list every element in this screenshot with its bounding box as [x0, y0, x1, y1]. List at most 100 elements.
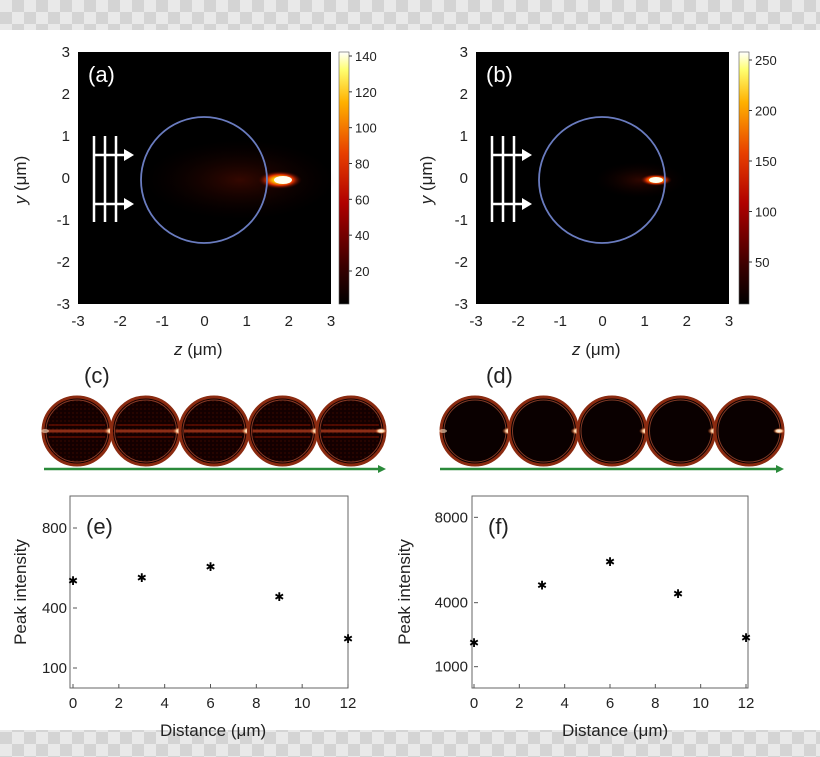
sphere-chain-d: [439, 395, 785, 467]
sphere: [315, 395, 387, 467]
panel-e: (e) 0 2 4 6 8 10 12 800 400 100 ✱ ✱ ✱ ✱ ✱ Distance (μm…: [11, 495, 356, 740]
sphere: [508, 395, 579, 467]
x-tick-b: 0: [598, 313, 606, 330]
panel-label-a: (a): [88, 62, 115, 87]
x-tick-a: 0: [200, 313, 208, 330]
y-tick-b: 0: [460, 170, 468, 187]
sphere: [178, 395, 250, 467]
colorbar-tick-label: 80: [355, 157, 369, 172]
sphere-chain-c: [41, 395, 387, 467]
x-tick-label: 12: [738, 695, 755, 712]
colorbar-a: [338, 51, 350, 305]
data-point: ✱: [205, 560, 215, 574]
colorbar-a-ticks: 140 120 100 80 60 40 20: [349, 49, 377, 279]
x-tick-a: -1: [156, 313, 169, 330]
y-tick-label: 1000: [435, 659, 468, 676]
exit-hotspot: [773, 428, 785, 434]
x-tick-label: 4: [160, 695, 168, 712]
x-tick-label: 12: [340, 695, 357, 712]
y-tick-a: 3: [62, 44, 70, 61]
x-tick-label: 6: [206, 695, 214, 712]
data-point: ✱: [137, 571, 147, 585]
x-tick-label: 6: [606, 695, 614, 712]
colorbar-tick-label: 140: [355, 49, 377, 64]
y-tick-label: 800: [42, 520, 67, 537]
data-point: ✱: [274, 590, 284, 604]
propagation-arrowhead-c: [378, 465, 386, 473]
data-point: ✱: [537, 579, 547, 593]
field-halo-a: [145, 140, 335, 220]
ylabel-e: Peak intensity: [11, 539, 30, 645]
y-tick-a: 2: [62, 86, 70, 103]
colorbar-tick-label: 100: [755, 205, 777, 220]
panel-a: 140 120 100 80 60 40 20 (a): [78, 49, 377, 305]
ylabel-b: y (μm): [417, 156, 436, 206]
xlabel-f: Distance (μm): [562, 721, 668, 740]
colorbar-b: [738, 51, 750, 305]
y-tick-label: 100: [42, 660, 67, 677]
sphere: [713, 395, 785, 467]
xlabel-a: z (μm): [173, 340, 223, 359]
x-tick-label: 10: [692, 695, 709, 712]
x-tick-b: 2: [683, 313, 691, 330]
x-tick-label: 0: [470, 695, 478, 712]
x-tick-b: -3: [469, 313, 482, 330]
sphere: [576, 395, 648, 467]
hotspot-core-a: [274, 176, 292, 184]
panel-label-c: (c): [84, 363, 110, 388]
xlabel-e: Distance (μm): [160, 721, 266, 740]
x-tick-b: 3: [725, 313, 733, 330]
x-tick-b: -1: [554, 313, 567, 330]
x-tick-a: -2: [113, 313, 126, 330]
data-point: ✱: [68, 574, 78, 588]
y-tick-a: -2: [57, 254, 70, 271]
panel-label-e: (e): [86, 514, 113, 539]
data-point: ✱: [673, 587, 683, 601]
y-tick-b: 1: [460, 128, 468, 145]
colorbar-tick-label: 40: [355, 228, 369, 243]
incident-arrows-b: [490, 136, 532, 222]
colorbar-tick-label: 200: [755, 104, 777, 119]
sphere-outline-b: [538, 116, 666, 244]
x-tick-label: 8: [252, 695, 260, 712]
sphere: [439, 395, 511, 467]
sphere: [645, 395, 716, 467]
plot-area-f: [471, 495, 749, 689]
colorbar-b-ticks: 250 200 150 100 50: [749, 53, 777, 270]
scatter-e: 0 2 4 6 8 10 12 800 400 100 ✱ ✱ ✱ ✱ ✱: [42, 520, 356, 712]
x-tick-label: 10: [294, 695, 311, 712]
x-tick-a: 1: [242, 313, 250, 330]
y-tick-a: 0: [62, 170, 70, 187]
y-tick-label: 400: [42, 600, 67, 617]
x-tick-label: 4: [560, 695, 568, 712]
x-tick-b: 1: [640, 313, 648, 330]
panel-label-d: (d): [486, 363, 513, 388]
plot-area-e: [69, 495, 349, 689]
y-tick-b: -1: [455, 212, 468, 229]
incident-arrows-a: [92, 136, 134, 222]
y-tick-a: 1: [62, 128, 70, 145]
colorbar-tick-label: 20: [355, 264, 369, 279]
sphere: [110, 395, 181, 467]
colorbar-tick-label: 100: [355, 121, 377, 136]
y-tick-a: -1: [57, 212, 70, 229]
y-tick-b: 3: [460, 44, 468, 61]
x-tick-label: 0: [69, 695, 77, 712]
ylabel-f: Peak intensity: [395, 539, 414, 645]
y-tick-b: -3: [455, 296, 468, 313]
entry-spot: [439, 429, 447, 433]
panel-label-f: (f): [488, 514, 509, 539]
sphere: [41, 395, 113, 467]
x-tick-b: -2: [511, 313, 524, 330]
sphere-outline-a: [140, 116, 268, 244]
y-tick-label: 4000: [435, 595, 468, 612]
data-point: ✱: [605, 555, 615, 569]
panel-d: (d): [439, 363, 785, 473]
ylabel-a: y (μm): [11, 156, 30, 206]
panel-b: 250 200 150 100 50 (b): [476, 51, 777, 305]
x-tick-a: -3: [71, 313, 84, 330]
